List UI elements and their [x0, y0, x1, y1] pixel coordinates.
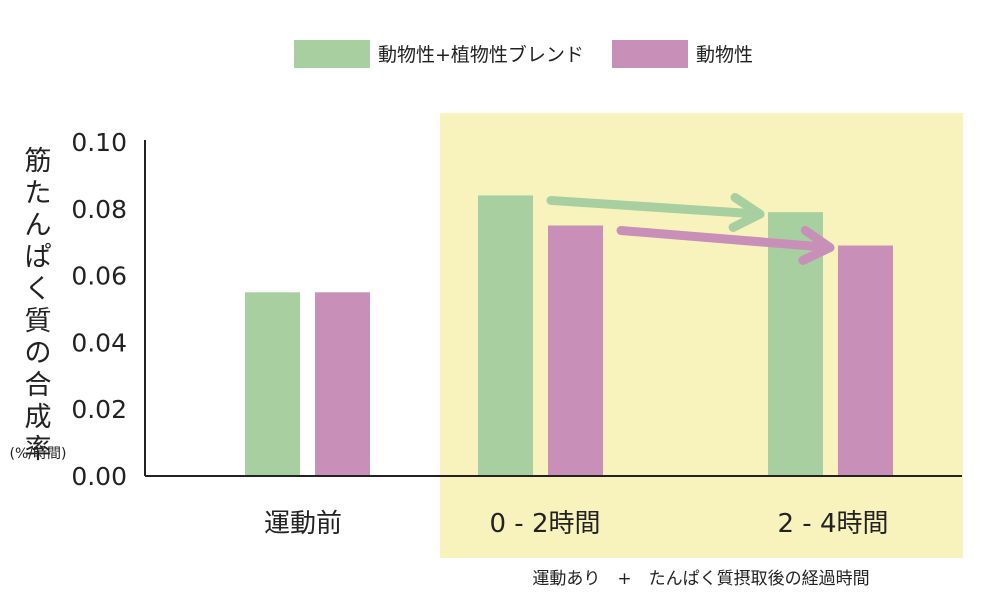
arrow-head	[728, 192, 765, 232]
legend-label-animal: 動物性	[696, 44, 753, 66]
legend: 動物性+植物性ブレンド 動物性	[294, 40, 753, 68]
y-axis-label-char: の	[25, 338, 52, 369]
bar-animal-2	[838, 245, 893, 476]
y-axis-label-char: た	[25, 178, 52, 209]
arrow-shaft	[616, 226, 823, 252]
y-tick-label: 0.06	[71, 262, 127, 291]
x-category-label: 0 - 2時間	[490, 509, 601, 539]
y-tick-label: 0.04	[71, 328, 127, 357]
x-category-label: 運動前	[264, 509, 342, 539]
bar-blend-1	[478, 195, 533, 476]
arrow-shaft	[546, 195, 753, 218]
bar-blend-0	[245, 292, 300, 476]
y-axis-label-char: く	[25, 274, 52, 305]
x-categories: 運動前 0 - 2時間 2 - 4時間	[264, 509, 889, 539]
arrow-head	[798, 225, 835, 265]
legend-swatch-animal	[612, 40, 688, 68]
bars	[245, 195, 893, 476]
bar-animal-0	[315, 292, 370, 476]
y-tick-label: 0.02	[71, 395, 127, 424]
trend-arrow-animal	[616, 225, 835, 265]
y-tick-label: 0.08	[71, 195, 127, 224]
legend-label-blend: 動物性+植物性ブレンド	[378, 43, 584, 66]
y-axis-label-char: 質	[25, 306, 52, 337]
y-axis-label-char: 合	[25, 370, 52, 401]
trend-arrow-blend	[546, 192, 765, 232]
y-axis-label-char: 成	[25, 402, 52, 433]
y-axis-label-char: 率	[25, 434, 52, 465]
y-axis-label-char: 筋	[25, 146, 52, 177]
y-ticks: 0.00 0.02 0.04 0.06 0.08 0.10	[71, 128, 127, 491]
x-category-label: 2 - 4時間	[778, 509, 889, 539]
trend-arrows	[546, 192, 835, 265]
y-tick-label: 0.10	[71, 128, 127, 157]
y-tick-label: 0.00	[71, 462, 127, 491]
highlight-note: 運動あり + たんぱく質摂取後の経過時間	[532, 569, 869, 589]
bar-animal-1	[548, 225, 603, 476]
legend-swatch-blend	[294, 40, 370, 68]
y-axis-unit: (%/時間)	[10, 446, 67, 462]
y-axis-label-char: ん	[25, 210, 52, 241]
y-axis-label-char: ぱ	[25, 242, 52, 273]
